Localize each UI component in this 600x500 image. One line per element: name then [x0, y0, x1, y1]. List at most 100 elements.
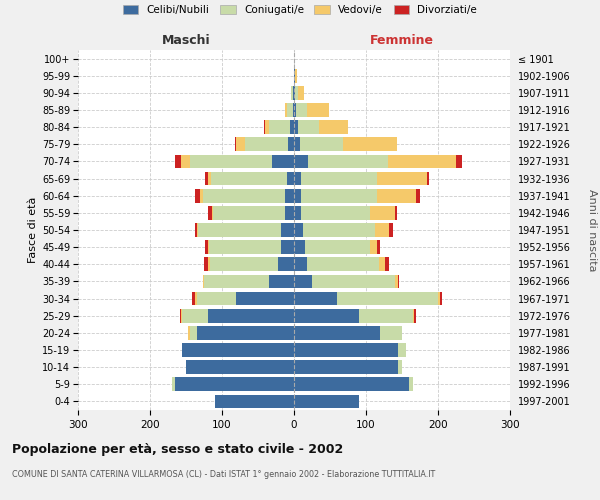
Bar	[388, 154, 456, 168]
Bar	[210, 258, 278, 271]
Bar	[294, 86, 295, 100]
Bar	[389, 223, 392, 237]
Bar	[208, 172, 211, 185]
Bar	[278, 258, 294, 271]
Bar	[208, 309, 294, 322]
Bar	[294, 223, 302, 237]
Bar	[181, 154, 190, 168]
Bar	[272, 154, 294, 168]
Bar	[301, 172, 377, 185]
Bar	[197, 326, 294, 340]
Bar	[198, 223, 281, 237]
Bar	[194, 223, 197, 237]
Bar	[295, 69, 297, 82]
Bar	[236, 292, 294, 306]
Bar	[182, 309, 208, 322]
Bar	[319, 120, 348, 134]
Bar	[265, 120, 269, 134]
Legend: Celibi/Nubili, Coniugati/e, Vedovi/e, Divorziati/e: Celibi/Nubili, Coniugati/e, Vedovi/e, Di…	[123, 5, 477, 15]
Bar	[294, 69, 295, 82]
Bar	[379, 258, 385, 271]
Bar	[293, 86, 294, 100]
Bar	[438, 292, 440, 306]
Bar	[175, 378, 294, 391]
Bar	[186, 360, 294, 374]
Bar	[205, 172, 208, 185]
Bar	[194, 189, 200, 202]
Bar	[305, 240, 370, 254]
Bar	[294, 258, 307, 271]
Bar	[337, 292, 438, 306]
Bar	[286, 206, 294, 220]
Bar	[377, 240, 380, 254]
Bar	[209, 240, 281, 254]
Bar	[395, 206, 397, 220]
Bar	[377, 172, 427, 185]
Bar	[212, 206, 214, 220]
Bar	[294, 172, 301, 185]
Bar	[295, 86, 298, 100]
Bar	[298, 120, 319, 134]
Bar	[245, 138, 288, 151]
Bar	[293, 103, 294, 117]
Bar	[302, 223, 374, 237]
Bar	[175, 154, 181, 168]
Bar	[286, 189, 294, 202]
Bar	[215, 394, 294, 408]
Bar	[287, 103, 293, 117]
Bar	[308, 154, 388, 168]
Bar	[291, 86, 293, 100]
Bar	[235, 138, 236, 151]
Bar	[204, 258, 208, 271]
Bar	[301, 206, 370, 220]
Bar	[200, 189, 203, 202]
Bar	[294, 138, 300, 151]
Bar	[203, 189, 286, 202]
Bar	[307, 258, 379, 271]
Bar	[312, 274, 395, 288]
Bar	[204, 274, 269, 288]
Bar	[294, 360, 398, 374]
Bar	[284, 103, 287, 117]
Bar	[296, 103, 307, 117]
Bar	[398, 343, 406, 357]
Bar	[294, 274, 312, 288]
Bar	[203, 274, 204, 288]
Bar	[214, 206, 286, 220]
Bar	[190, 154, 272, 168]
Bar	[294, 292, 337, 306]
Bar	[359, 309, 413, 322]
Bar	[193, 292, 196, 306]
Bar	[197, 292, 236, 306]
Bar	[398, 360, 402, 374]
Bar	[300, 138, 343, 151]
Bar	[196, 292, 197, 306]
Bar	[294, 189, 301, 202]
Bar	[294, 120, 298, 134]
Bar	[290, 120, 294, 134]
Bar	[374, 223, 389, 237]
Bar	[294, 326, 380, 340]
Bar	[182, 343, 294, 357]
Bar	[281, 240, 294, 254]
Bar	[288, 138, 294, 151]
Bar	[287, 172, 294, 185]
Bar	[172, 378, 175, 391]
Bar	[414, 309, 416, 322]
Bar	[377, 189, 416, 202]
Text: Femmine: Femmine	[370, 34, 434, 48]
Bar	[188, 326, 190, 340]
Bar	[440, 292, 442, 306]
Bar	[395, 274, 398, 288]
Text: COMUNE DI SANTA CATERINA VILLARMOSA (CL) - Dati ISTAT 1° gennaio 2002 - Elaboraz: COMUNE DI SANTA CATERINA VILLARMOSA (CL)…	[12, 470, 435, 479]
Bar	[179, 309, 181, 322]
Bar	[380, 326, 402, 340]
Y-axis label: Fasce di età: Fasce di età	[28, 197, 38, 263]
Bar	[281, 223, 294, 237]
Bar	[307, 103, 329, 117]
Bar	[190, 326, 197, 340]
Bar	[269, 120, 290, 134]
Text: Maschi: Maschi	[161, 34, 211, 48]
Bar	[197, 223, 198, 237]
Bar	[236, 138, 245, 151]
